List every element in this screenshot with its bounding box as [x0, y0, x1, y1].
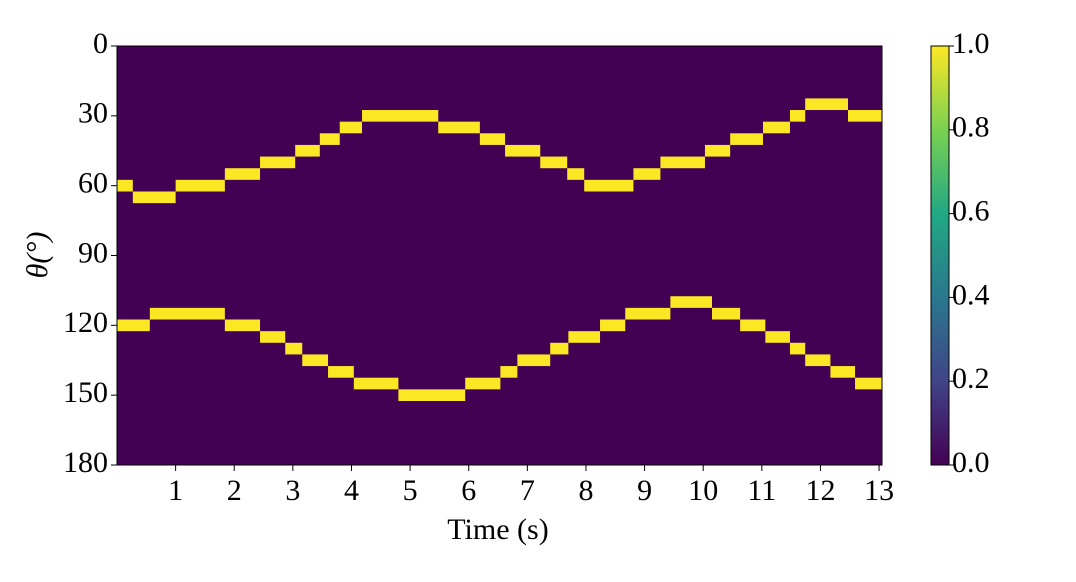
x-tick-label: 8	[578, 474, 593, 507]
heatmap-cell	[224, 319, 261, 332]
colorbar-tick-label: 1.0	[952, 27, 990, 60]
heatmap-cell	[302, 354, 329, 367]
heatmap-cell	[328, 366, 354, 378]
x-tick-label: 9	[637, 474, 652, 507]
heatmap-cell	[117, 179, 133, 192]
x-tick-label: 4	[344, 474, 359, 507]
heatmap-cell	[704, 144, 731, 157]
colorbar	[930, 45, 950, 466]
heatmap-cell	[740, 319, 766, 332]
heatmap-cell	[765, 331, 790, 343]
heatmap-cell	[805, 354, 831, 367]
colorbar-tick-label: 0.6	[952, 194, 990, 227]
x-tick-label: 1	[168, 474, 183, 507]
y-axis-label: θ(°)	[21, 232, 54, 279]
x-tick-label: 3	[285, 474, 300, 507]
heatmap-cell	[712, 307, 741, 320]
x-tick-label: 6	[461, 474, 476, 507]
heatmap-cell	[505, 144, 541, 157]
x-tick-label: 10	[688, 474, 718, 507]
y-tick-label: 150	[63, 376, 108, 409]
heatmap-cell	[319, 133, 340, 145]
heatmap-cell	[117, 319, 150, 332]
heatmap-cell	[855, 377, 882, 390]
heatmap-cell	[285, 342, 303, 355]
heatmap-cell	[625, 307, 671, 320]
heatmap-cell	[362, 110, 439, 122]
heatmap-cell	[517, 354, 551, 367]
heatmap-cell	[339, 121, 363, 134]
heatmap-cell	[584, 179, 634, 192]
heatmap-cell	[260, 331, 286, 343]
heatmap-cell	[568, 331, 601, 343]
heatmap-cell	[465, 377, 501, 390]
x-axis-label: Time (s)	[447, 513, 548, 546]
y-tick-label: 60	[78, 167, 108, 200]
x-tick-label: 11	[747, 474, 776, 507]
heatmap-cell	[848, 110, 882, 122]
heatmap-cell	[260, 156, 296, 169]
heatmap-background	[117, 46, 882, 465]
heatmap-cell	[175, 179, 225, 192]
heatmap-cell	[295, 144, 320, 157]
heatmap-cell	[479, 133, 506, 145]
y-tick-label: 0	[93, 27, 108, 60]
x-tick-label: 7	[520, 474, 535, 507]
heatmap-cell	[805, 98, 848, 111]
heatmap-cell	[830, 366, 856, 378]
heatmap-cell	[438, 121, 480, 134]
heatmap-cell	[224, 168, 261, 180]
heatmap-cell	[500, 366, 518, 378]
x-tick-label: 12	[805, 474, 835, 507]
heatmap-cell	[540, 156, 568, 169]
y-tick-label: 120	[63, 306, 108, 339]
heatmap-cell	[353, 377, 399, 390]
colorbar-tick-label: 0.8	[952, 111, 990, 144]
heatmap-cell	[149, 307, 225, 320]
colorbar-tick-label: 0.2	[952, 362, 990, 395]
x-tick-label: 13	[864, 474, 894, 507]
x-tick-label: 5	[403, 474, 418, 507]
heatmap-cell	[763, 121, 790, 134]
heatmap-cell	[660, 156, 705, 169]
y-tick-label: 180	[63, 446, 108, 479]
colorbar-tick-label: 0.0	[952, 446, 990, 479]
heatmap-cell	[789, 110, 806, 122]
heatmap-cell	[398, 389, 466, 401]
heatmap-cell	[730, 133, 763, 145]
heatmap-cell	[132, 191, 176, 204]
plot-area	[117, 46, 882, 465]
y-tick-label: 90	[78, 236, 108, 269]
heatmap-cell	[550, 342, 569, 355]
heatmap-cell	[670, 296, 712, 308]
heatmap-cell	[633, 168, 661, 180]
heatmap-cell	[600, 319, 626, 332]
y-tick-label: 30	[78, 97, 108, 130]
colorbar-tick-label: 0.4	[952, 278, 990, 311]
heatmap-cell	[789, 342, 806, 355]
heatmap-cell	[567, 168, 585, 180]
x-tick-label: 2	[227, 474, 242, 507]
